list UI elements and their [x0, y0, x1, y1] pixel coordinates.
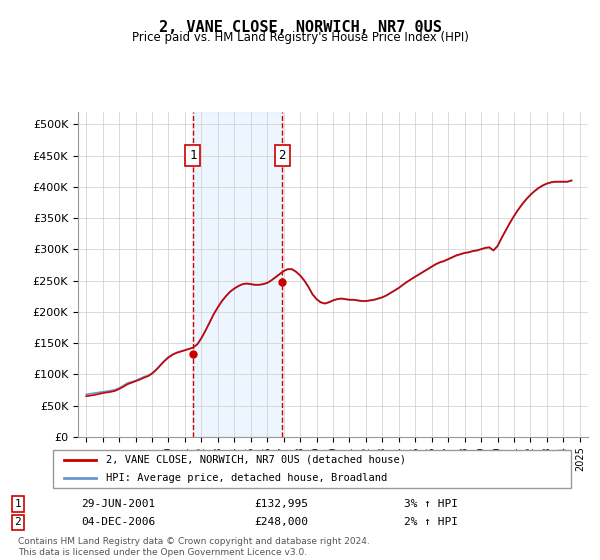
Text: 2% ↑ HPI: 2% ↑ HPI — [404, 517, 458, 528]
Text: £248,000: £248,000 — [254, 517, 308, 528]
Text: £132,995: £132,995 — [254, 499, 308, 509]
Text: HPI: Average price, detached house, Broadland: HPI: Average price, detached house, Broa… — [106, 473, 388, 483]
Text: Contains HM Land Registry data © Crown copyright and database right 2024.
This d: Contains HM Land Registry data © Crown c… — [18, 537, 370, 557]
Text: 2, VANE CLOSE, NORWICH, NR7 0US: 2, VANE CLOSE, NORWICH, NR7 0US — [158, 20, 442, 35]
Text: 3% ↑ HPI: 3% ↑ HPI — [404, 499, 458, 509]
Text: 2: 2 — [278, 149, 286, 162]
Text: 1: 1 — [189, 149, 197, 162]
Text: 2: 2 — [14, 517, 21, 528]
Text: 2, VANE CLOSE, NORWICH, NR7 0US (detached house): 2, VANE CLOSE, NORWICH, NR7 0US (detache… — [106, 455, 406, 465]
Text: 29-JUN-2001: 29-JUN-2001 — [81, 499, 155, 509]
Text: Price paid vs. HM Land Registry's House Price Index (HPI): Price paid vs. HM Land Registry's House … — [131, 31, 469, 44]
Bar — [193, 112, 283, 437]
FancyBboxPatch shape — [53, 450, 571, 488]
Text: 04-DEC-2006: 04-DEC-2006 — [81, 517, 155, 528]
Text: 1: 1 — [14, 499, 21, 509]
